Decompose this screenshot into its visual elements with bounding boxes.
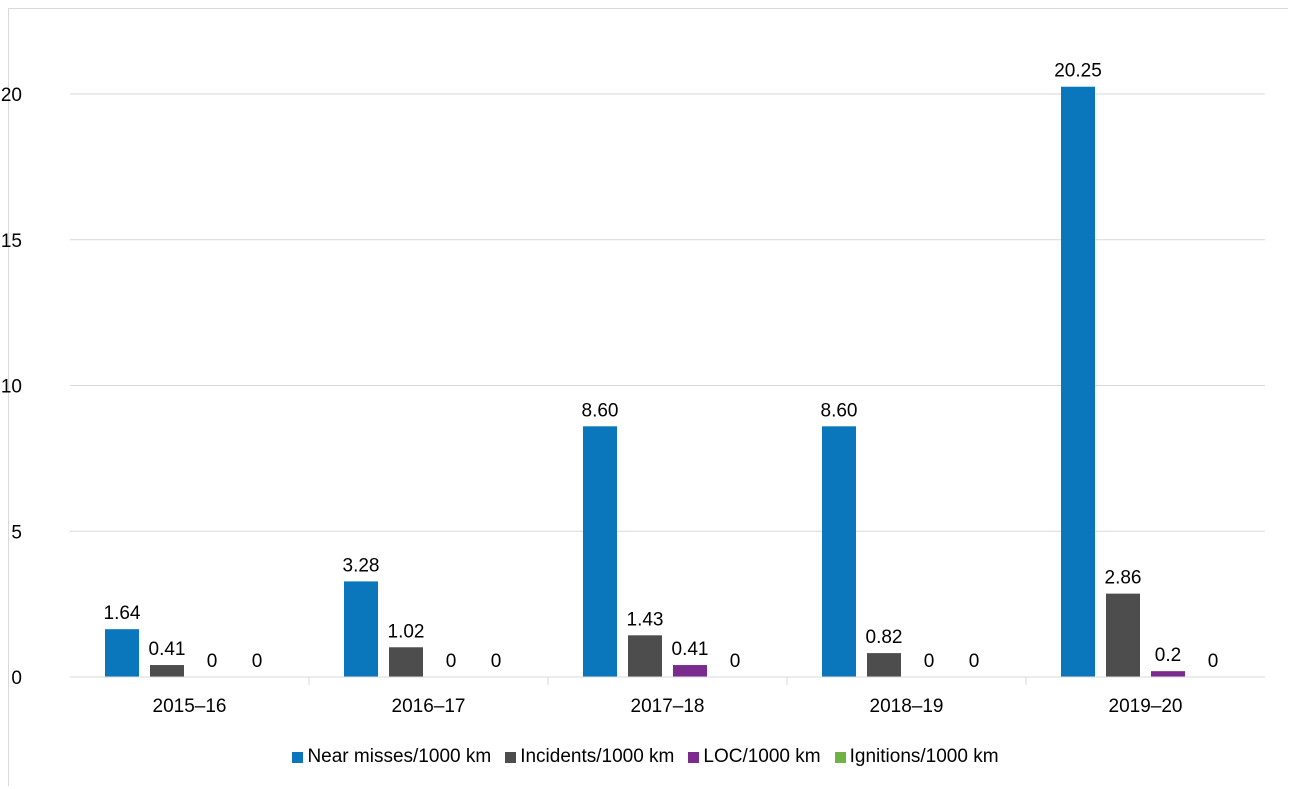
bar bbox=[150, 665, 184, 677]
data-label: 1.43 bbox=[627, 609, 664, 630]
y-tick-label: 15 bbox=[1, 231, 22, 252]
legend-swatch bbox=[505, 751, 517, 763]
data-label: 0 bbox=[207, 651, 218, 672]
legend-item: Near misses/1000 km bbox=[292, 746, 491, 768]
x-category-label: 2016–17 bbox=[392, 696, 466, 717]
data-label: 3.28 bbox=[343, 555, 380, 576]
legend-label: Near misses/1000 km bbox=[307, 746, 492, 767]
legend-item: Ignitions/1000 km bbox=[834, 746, 999, 768]
bar bbox=[105, 629, 139, 677]
bar bbox=[1151, 671, 1185, 677]
bar bbox=[673, 665, 707, 677]
data-label: 0 bbox=[446, 651, 457, 672]
x-category-label: 2017–18 bbox=[631, 696, 705, 717]
data-label: 1.02 bbox=[388, 621, 425, 642]
bar bbox=[389, 647, 423, 677]
y-tick-label: 0 bbox=[11, 668, 22, 689]
data-label: 0 bbox=[1208, 651, 1219, 672]
legend-item: LOC/1000 km bbox=[688, 746, 821, 768]
data-label: 0.41 bbox=[672, 639, 709, 660]
data-label: 0 bbox=[924, 651, 935, 672]
bar bbox=[344, 581, 378, 677]
data-label: 0 bbox=[252, 651, 263, 672]
x-category-label: 2019–20 bbox=[1109, 696, 1183, 717]
bar bbox=[628, 635, 662, 677]
y-tick-label: 20 bbox=[1, 85, 22, 106]
legend-swatch bbox=[834, 751, 846, 763]
legend-swatch bbox=[292, 751, 304, 763]
legend-label: Incidents/1000 km bbox=[520, 746, 675, 767]
data-label: 0.41 bbox=[149, 639, 186, 660]
data-label: 0 bbox=[491, 651, 502, 672]
legend-item: Incidents/1000 km bbox=[505, 746, 674, 768]
data-label: 20.25 bbox=[1054, 61, 1102, 82]
legend-label: LOC/1000 km bbox=[703, 746, 821, 767]
x-category-label: 2018–19 bbox=[870, 696, 944, 717]
data-label: 0 bbox=[730, 651, 741, 672]
legend-swatch bbox=[688, 751, 700, 763]
bar bbox=[1061, 86, 1095, 677]
legend-label: Ignitions/1000 km bbox=[849, 746, 999, 767]
bar bbox=[583, 426, 617, 677]
bar bbox=[867, 653, 901, 677]
y-tick-label: 5 bbox=[11, 522, 22, 543]
bar-chart: 0 5 10 15 20 1.64 0.41 0 0 2015–16 3.28 1.02 0 0 2016–… bbox=[1, 61, 1265, 717]
data-label: 0 bbox=[969, 651, 980, 672]
data-label: 0.82 bbox=[866, 627, 903, 648]
chart-legend: Near misses/1000 km Incidents/1000 km LOC/… bbox=[0, 746, 1291, 768]
x-category-label: 2015–16 bbox=[153, 696, 227, 717]
data-label: 8.60 bbox=[821, 400, 858, 421]
bar bbox=[1106, 593, 1140, 677]
y-tick-label: 10 bbox=[1, 377, 22, 398]
data-label: 0.2 bbox=[1155, 645, 1181, 666]
data-label: 8.60 bbox=[582, 400, 619, 421]
data-label: 1.64 bbox=[104, 603, 141, 624]
data-label: 2.86 bbox=[1105, 568, 1142, 589]
bar bbox=[822, 426, 856, 677]
